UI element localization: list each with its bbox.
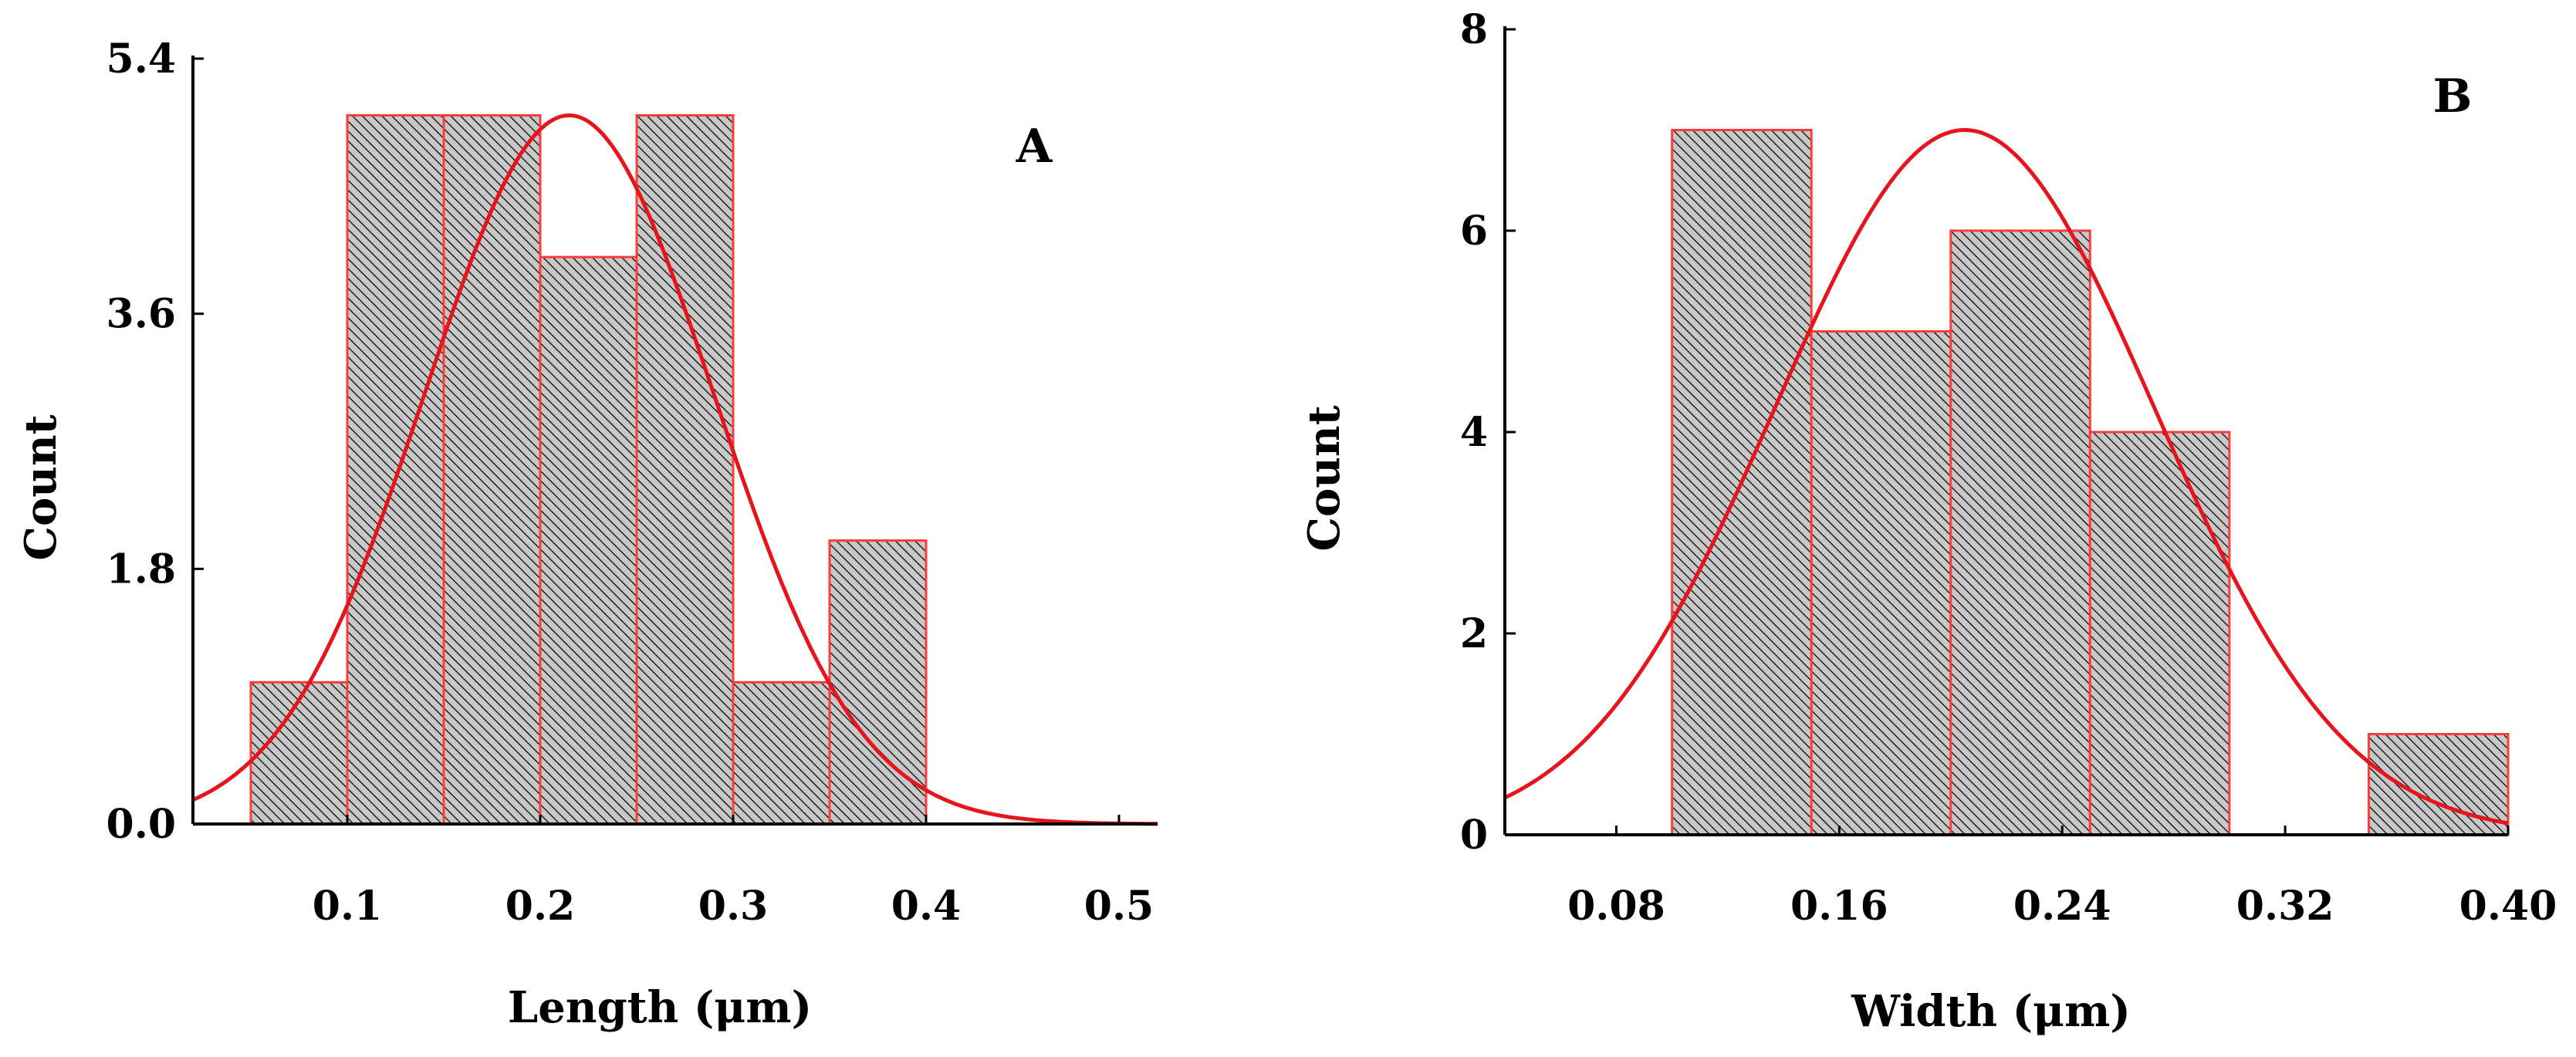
panel-a-label: A xyxy=(1016,120,1053,174)
panel-a-bar-4 xyxy=(635,113,735,826)
panel-b-x-tick-label: 0.32 xyxy=(2236,883,2334,930)
panel-b-x-tick-label: 0.16 xyxy=(1790,883,1888,930)
panel-b-y-tick-label: 8 xyxy=(1460,6,1488,53)
panel-a-bar-2 xyxy=(442,113,542,826)
panel-a-x-axis-title: Length (μm) xyxy=(508,982,812,1033)
panel-b-bar-2 xyxy=(1949,229,2091,836)
panel-b-y-tick-label: 0 xyxy=(1460,812,1488,859)
panel-b-x-tick-label: 0.08 xyxy=(1567,883,1665,930)
panel-a-y-tick-label: 3.6 xyxy=(106,291,176,338)
panel-b-y-tick-label: 2 xyxy=(1460,610,1488,657)
panel-a-bar-5 xyxy=(732,680,831,826)
panel-a-y-tick-label: 5.4 xyxy=(106,35,176,83)
panel-b-normal-fit-line xyxy=(1503,127,2509,826)
panel-a-histogram: 0.0 1.8 3.6 5.4 0.1 0.2 0.3 0.4 0.5 Length (μm) Co… xyxy=(15,35,1158,1033)
panel-b-y-tick-label: 4 xyxy=(1460,409,1488,456)
panel-a-x-tick-label: 0.3 xyxy=(698,883,768,930)
panel-a-normal-fit-line xyxy=(191,113,1158,826)
panel-a-bar-1 xyxy=(346,113,445,826)
panel-b-bar-1 xyxy=(1810,330,1952,836)
panel-a-bar-6 xyxy=(828,539,928,826)
panel-b-x-tick-label: 0.24 xyxy=(2013,883,2111,930)
panel-b-bar-3 xyxy=(2088,431,2231,836)
panel-a-x-tick-label: 0.2 xyxy=(505,883,575,930)
panel-a-x-tick-label: 0.5 xyxy=(1084,883,1154,930)
panel-a-y-axis-title: Count xyxy=(15,414,66,560)
panel-a-bar-3 xyxy=(539,255,638,826)
panel-a-bar-0 xyxy=(249,680,349,826)
panel-b-x-axis-title: Width (μm) xyxy=(1851,986,2131,1037)
panel-b-label: B xyxy=(2433,69,2473,123)
panel-a-x-tick-label: 0.4 xyxy=(891,883,961,930)
panel-a-y-tick-label: 0.0 xyxy=(106,801,176,848)
panel-b-histogram: 0 2 4 6 8 0.08 0.16 0.24 0.32 0.40 Width (μm) Count… xyxy=(1299,6,2557,1037)
panel-b-y-tick-label: 6 xyxy=(1460,208,1488,255)
panel-b-bar-5 xyxy=(2367,733,2510,836)
panel-a-x-tick-label: 0.1 xyxy=(313,883,382,930)
panel-b-y-axis-title: Count xyxy=(1299,405,1350,551)
panel-a-y-tick-label: 1.8 xyxy=(106,545,176,593)
panel-b-x-tick-label: 0.40 xyxy=(2459,883,2557,930)
panel-b-bar-0 xyxy=(1671,129,1813,836)
